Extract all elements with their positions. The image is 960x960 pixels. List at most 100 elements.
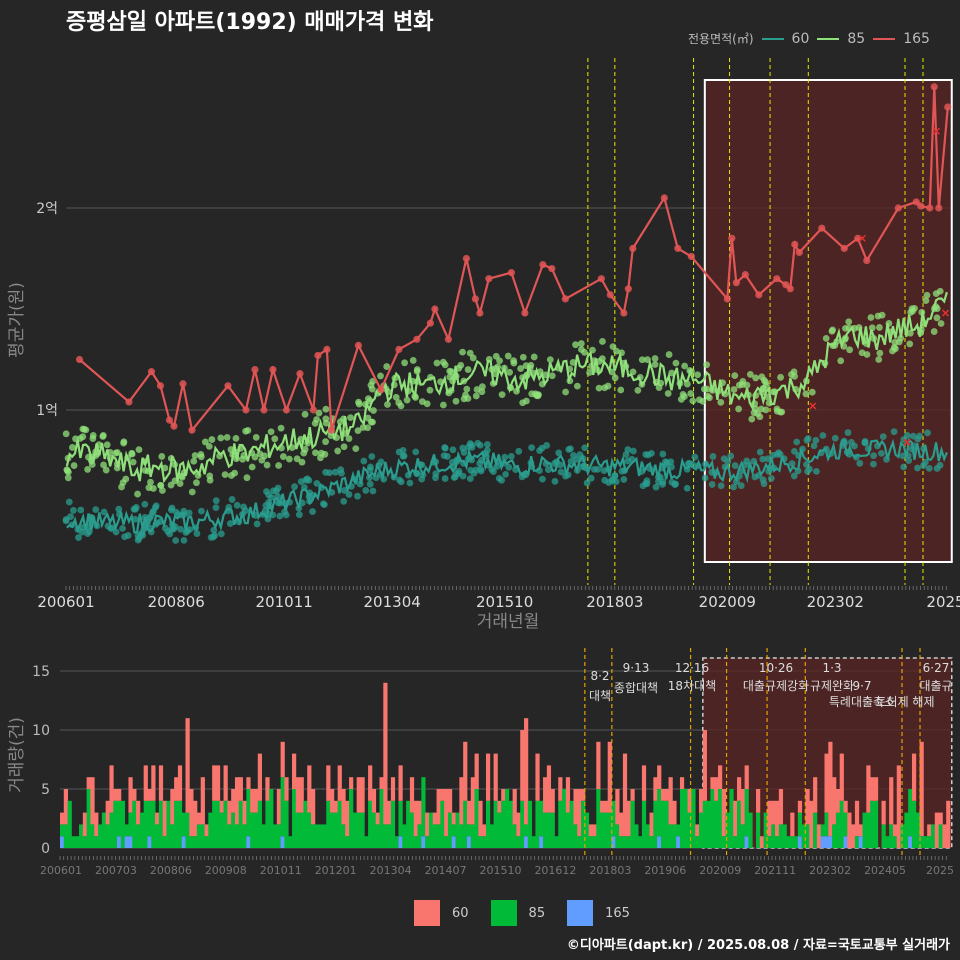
bar-85: [904, 812, 909, 848]
bar-85: [622, 836, 628, 848]
annotation-text-7: 대출규: [919, 679, 952, 693]
scatter-point-85: [145, 484, 153, 492]
bar-60: [204, 824, 209, 837]
bar-60: [615, 789, 620, 825]
scatter-point-60: [217, 530, 225, 538]
bar-60: [368, 765, 373, 801]
scatter-point-85: [359, 424, 367, 431]
bar-85: [577, 836, 582, 848]
bar-85: [177, 800, 183, 848]
bar-60: [581, 789, 586, 801]
bar-60: [147, 789, 152, 801]
bar-x-tick-label-15: 202405: [864, 864, 906, 877]
bar-x-tick-label-14: 202302: [809, 864, 851, 877]
bar-60: [82, 812, 88, 837]
point-165-27: [471, 295, 479, 303]
point-165-35: [597, 275, 605, 283]
annotation-text-0: 대책: [589, 688, 611, 703]
bar-85: [257, 800, 262, 848]
bar-85: [885, 836, 890, 848]
bar-60: [797, 800, 803, 813]
scatter-point-85: [463, 385, 471, 393]
point-165-0: [75, 355, 84, 364]
bar-165: [280, 836, 285, 848]
bar-60: [231, 789, 236, 813]
bar-85: [272, 824, 278, 848]
bar-60: [177, 765, 183, 801]
bar-60: [463, 741, 468, 801]
bar-85: [364, 836, 369, 848]
scatter-point-60: [441, 475, 449, 482]
bar-60: [105, 800, 110, 825]
bar-85: [330, 812, 335, 848]
bar-60: [398, 765, 403, 801]
bar-85: [911, 800, 917, 848]
bar-85: [322, 824, 327, 848]
bar-60: [466, 800, 472, 825]
bar-60: [242, 800, 247, 825]
point-165-40: [660, 194, 668, 202]
bar-60: [113, 789, 118, 801]
scatter-point-85: [322, 405, 330, 413]
scatter-point-85: [120, 438, 128, 446]
bars: [60, 682, 951, 848]
x-tick-label-4: 201510: [476, 593, 533, 611]
bar-85: [326, 800, 331, 848]
scatter-point-85: [492, 365, 499, 372]
scatter-point-60: [440, 452, 448, 460]
bar-85: [919, 836, 924, 848]
scatter-point-85: [190, 457, 198, 465]
scatter-point-85: [439, 401, 447, 409]
bar-60: [185, 718, 190, 813]
scatter-point-85: [689, 397, 697, 405]
annotation-text-6: 토허제 해제: [875, 695, 934, 709]
scatter-point-60: [77, 506, 85, 514]
bar-85: [554, 836, 559, 848]
bar-60: [326, 765, 331, 801]
bar-60: [215, 765, 221, 801]
scatter-point-85: [906, 329, 914, 337]
bar-85: [539, 800, 544, 837]
scatter-point-60: [914, 464, 921, 472]
scatter-point-85: [655, 384, 663, 391]
bar-60: [196, 812, 202, 825]
chart-title: 증평삼일 아파트(1992) 매매가격 변화: [66, 10, 434, 35]
bar-85: [162, 836, 167, 848]
scatter-point-85: [466, 349, 474, 357]
bar-85: [516, 836, 521, 848]
bar-85: [75, 836, 80, 848]
scatter-point-85: [129, 458, 137, 466]
scatter-point-85: [102, 466, 110, 474]
x-tick-label-8: 2025: [926, 593, 960, 611]
bar-85: [71, 836, 76, 848]
bar-85: [314, 824, 320, 848]
bar-60: [155, 812, 160, 825]
point-165-42: [687, 252, 695, 261]
bar-85: [581, 800, 586, 848]
bar-60: [942, 824, 947, 848]
scatter-point-85: [89, 432, 97, 439]
bar-60: [809, 800, 814, 848]
bar-85: [535, 800, 540, 848]
bar-60: [672, 800, 677, 825]
bar-60: [299, 777, 304, 813]
scatter-point-60: [890, 428, 898, 436]
scatter-point-60: [459, 444, 467, 452]
scatter-point-85: [82, 426, 90, 434]
scatter-point-60: [75, 534, 82, 541]
scatter-point-85: [586, 369, 594, 376]
scatter-point-60: [253, 520, 261, 528]
series-line-60: [66, 437, 948, 534]
scatter-point-60: [130, 505, 138, 513]
legend-swatch-85: [817, 37, 840, 40]
bar-85: [390, 800, 396, 848]
bar-165: [124, 836, 129, 848]
scatter-point-60: [790, 472, 798, 480]
scatter-point-60: [878, 449, 885, 457]
scatter-point-85: [845, 318, 853, 326]
scatter-point-85: [401, 359, 409, 367]
scatter-point-60: [212, 497, 220, 505]
scatter-point-60: [92, 506, 100, 514]
bar-85: [733, 836, 738, 848]
scatter-point-85: [354, 427, 362, 434]
